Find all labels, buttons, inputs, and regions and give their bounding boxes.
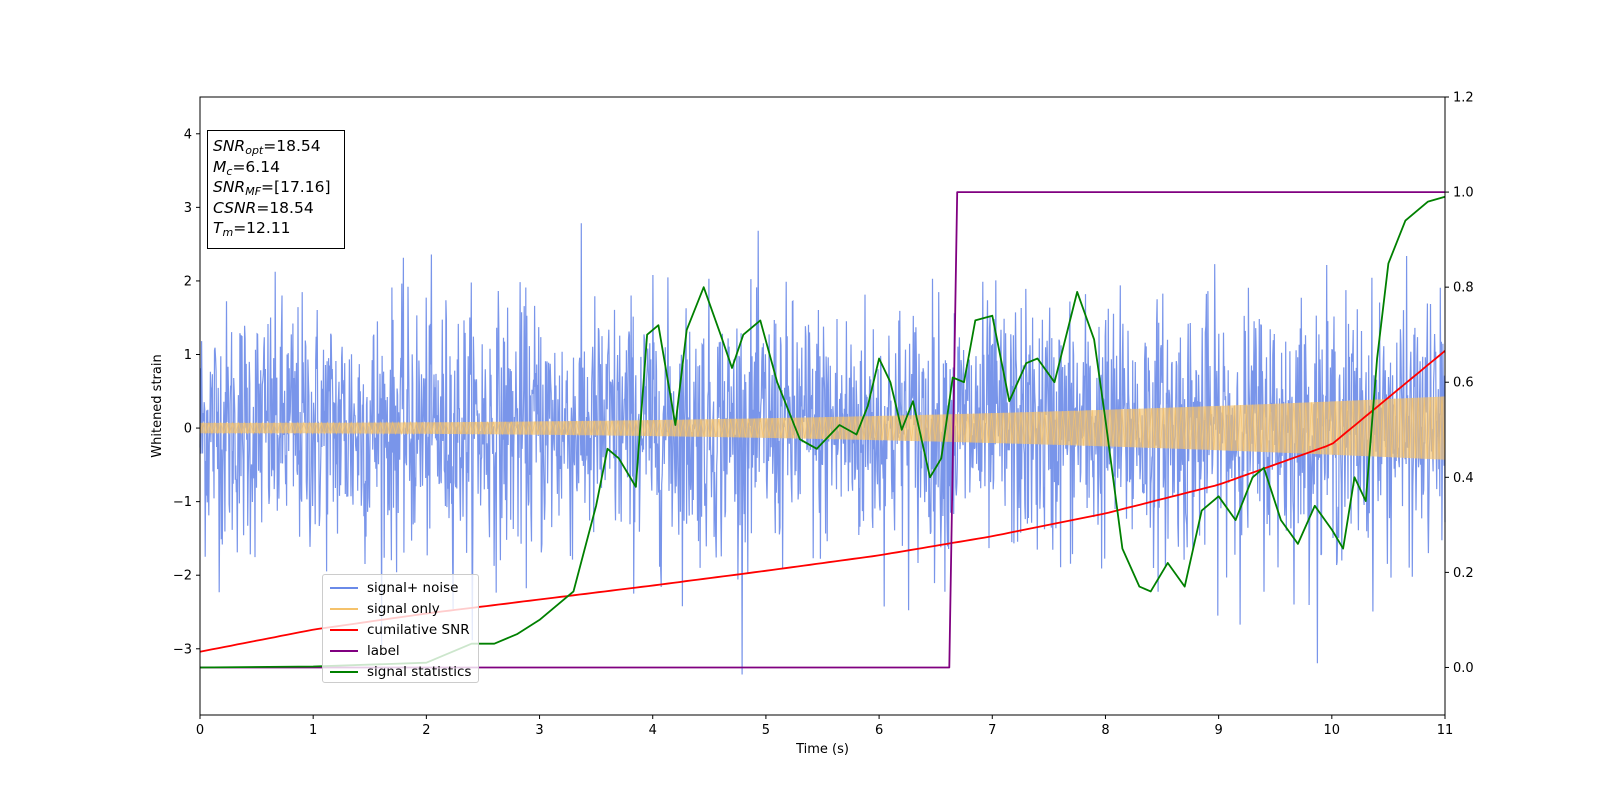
legend-swatch bbox=[330, 670, 358, 673]
legend-entry: signal+ noise bbox=[323, 577, 478, 598]
legend-swatch bbox=[330, 607, 358, 610]
x-axis-label: Time (s) bbox=[795, 742, 849, 757]
annotation-value: =18.54 bbox=[263, 137, 321, 155]
y-left-tick-label: 4 bbox=[184, 127, 192, 142]
legend-label: signal+ noise bbox=[367, 579, 459, 596]
y-right-tick-label: 0.6 bbox=[1453, 376, 1474, 391]
annotation-subscript: opt bbox=[245, 144, 264, 157]
annotation-symbol: M bbox=[213, 157, 227, 176]
annotation-line: SNRopt=18.54 bbox=[213, 136, 344, 157]
y-left-tick-label: −1 bbox=[173, 495, 192, 510]
legend-entry: signal statistics bbox=[323, 661, 478, 682]
y-left-tick-label: 2 bbox=[184, 274, 192, 289]
signal-only-series bbox=[199, 396, 1446, 460]
legend-entry: signal only bbox=[323, 598, 478, 619]
x-tick-label: 4 bbox=[649, 723, 657, 738]
legend-swatch bbox=[330, 649, 358, 652]
annotation-line: Tm=12.11 bbox=[213, 218, 344, 239]
y-right-tick-label: 0.4 bbox=[1453, 471, 1474, 486]
y-right-tick-label: 1.2 bbox=[1453, 91, 1474, 106]
legend-entry: label bbox=[323, 640, 478, 661]
x-tick-label: 6 bbox=[875, 723, 883, 738]
y-left-tick-label: −3 bbox=[173, 642, 192, 657]
legend-label: signal statistics bbox=[367, 663, 472, 680]
y-left-tick-label: 0 bbox=[184, 422, 192, 437]
legend-entry: cumilative SNR bbox=[323, 619, 478, 640]
axis-ticks: 0 1 2 3 4 5 6 7 8 9 10 11 −3 −2 −1 0 1 2 3 4 0.0 0.2 0.4 0.6 0.8… bbox=[173, 91, 1474, 739]
statistics-annotation-box: SNRopt=18.54 Mc=6.14 SNRMF=[17.16] CSNR=18.… bbox=[207, 130, 345, 249]
x-tick-label: 11 bbox=[1437, 723, 1454, 738]
legend-label: signal only bbox=[367, 600, 440, 617]
signal-only-trace bbox=[199, 396, 1446, 460]
annotation-line: SNRMF=[17.16] bbox=[213, 177, 344, 198]
x-tick-label: 2 bbox=[422, 723, 430, 738]
annotation-symbol: CSNR bbox=[213, 198, 257, 217]
y-right-tick-label: 1.0 bbox=[1453, 186, 1474, 201]
legend-label: label bbox=[367, 642, 400, 659]
x-tick-label: 7 bbox=[988, 723, 996, 738]
annotation-symbol: SNR bbox=[213, 137, 246, 155]
annotation-subscript: MF bbox=[245, 185, 262, 198]
x-tick-label: 10 bbox=[1324, 723, 1341, 738]
legend-label: cumilative SNR bbox=[367, 621, 470, 638]
annotation-symbol: T bbox=[213, 219, 223, 237]
x-tick-label: 8 bbox=[1101, 723, 1109, 738]
annotation-value: =12.11 bbox=[233, 219, 291, 237]
x-tick-label: 9 bbox=[1214, 723, 1222, 738]
annotation-subscript: m bbox=[222, 226, 234, 239]
y-right-tick-label: 0.0 bbox=[1453, 661, 1474, 676]
legend-swatch bbox=[330, 628, 358, 631]
annotation-value: =6.14 bbox=[232, 157, 280, 176]
legend-swatch bbox=[330, 586, 358, 589]
y-right-tick-label: 0.8 bbox=[1453, 281, 1474, 296]
annotation-subscript: c bbox=[226, 164, 233, 178]
annotation-value: =18.54 bbox=[256, 198, 314, 217]
annotation-value: =[17.16] bbox=[261, 178, 331, 196]
annotation-symbol: SNR bbox=[213, 178, 246, 196]
y-left-tick-label: 3 bbox=[184, 201, 192, 216]
annotation-line: Mc=6.14 bbox=[213, 157, 344, 178]
y-right-tick-label: 0.2 bbox=[1453, 566, 1474, 581]
x-tick-label: 5 bbox=[762, 723, 770, 738]
plot-frame bbox=[199, 96, 1446, 716]
x-tick-label: 0 bbox=[196, 723, 204, 738]
annotation-line: CSNR=18.54 bbox=[213, 198, 344, 219]
y-axis-label: Whitened strain bbox=[150, 354, 165, 457]
signal-statistics-line bbox=[199, 195, 1446, 669]
legend: signal+ noise signal only cumilative SNR la… bbox=[322, 574, 479, 683]
label-line bbox=[200, 191, 1445, 669]
x-tick-label: 3 bbox=[535, 723, 543, 738]
y-left-tick-label: 1 bbox=[184, 348, 192, 363]
x-tick-label: 1 bbox=[309, 723, 317, 738]
y-left-tick-label: −2 bbox=[173, 569, 192, 584]
